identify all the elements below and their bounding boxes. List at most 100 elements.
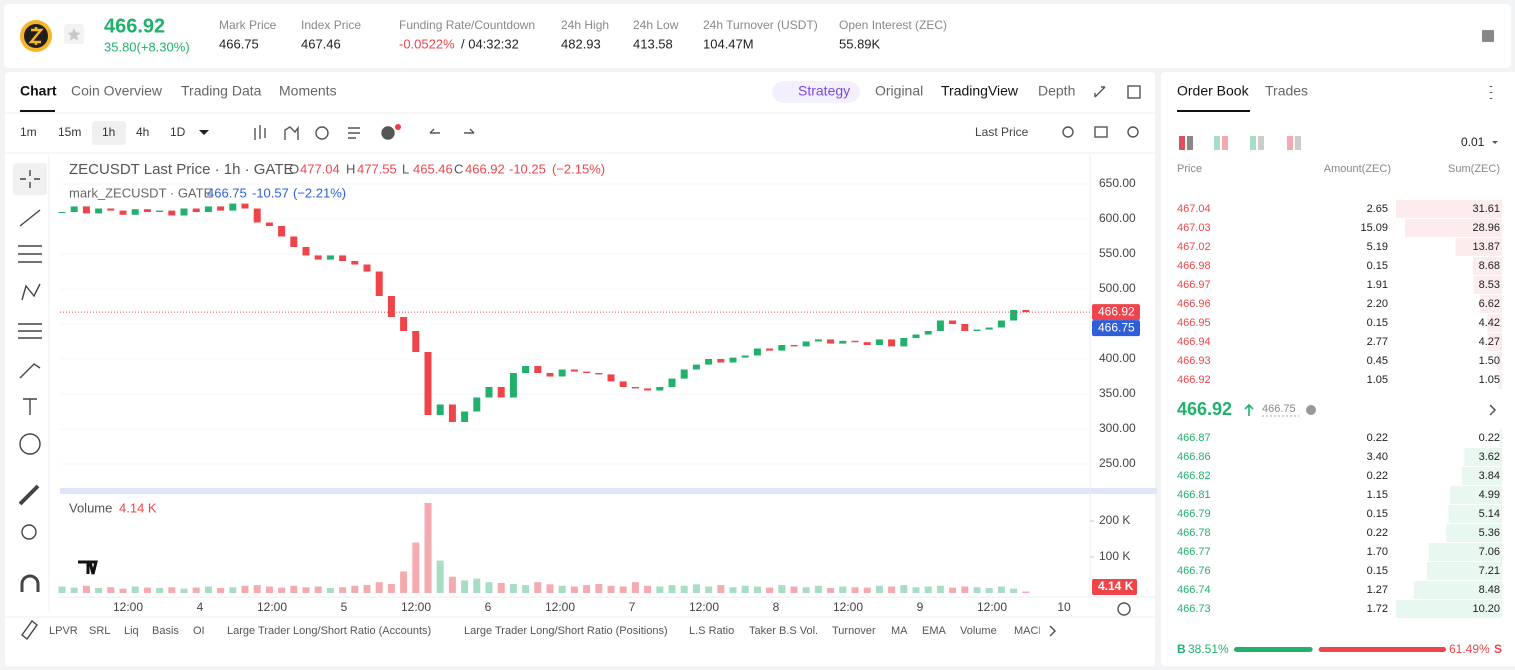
- order-sum: 3.62: [1479, 451, 1500, 463]
- template-icon[interactable]: [348, 127, 360, 139]
- stat-value: -0.0522%: [399, 36, 455, 51]
- pattern-tool[interactable]: [21, 283, 41, 301]
- text-tool[interactable]: [23, 398, 37, 415]
- ruler-tool[interactable]: [18, 484, 40, 506]
- chevron[interactable]: [1489, 404, 1497, 416]
- tab[interactable]: Moments: [279, 83, 337, 99]
- volume-bar: [82, 585, 90, 593]
- interval[interactable]: 4h: [136, 125, 149, 139]
- candle: [741, 355, 749, 358]
- indicator[interactable]: L.S Ratio: [689, 625, 734, 637]
- view-tab[interactable]: Strategy: [798, 83, 850, 99]
- view-tab[interactable]: TradingView: [941, 83, 1019, 99]
- indicator[interactable]: OI: [193, 625, 205, 637]
- price-type[interactable]: Last Price: [975, 125, 1029, 139]
- y-tick-label: 250.00: [1099, 456, 1136, 470]
- candle: [290, 236, 298, 247]
- indicator[interactable]: Volume: [960, 625, 997, 637]
- dropdown-arrow: [1492, 141, 1498, 144]
- volume-bar: [412, 542, 420, 593]
- stat-value: 467.46: [301, 36, 341, 51]
- brush-tool[interactable]: [19, 363, 41, 379]
- indicator[interactable]: MA: [891, 625, 908, 637]
- interval[interactable]: 1h: [102, 125, 115, 139]
- price-tag: [1092, 304, 1140, 321]
- mode-icon[interactable]: [1250, 136, 1256, 150]
- candle: [900, 338, 908, 347]
- settings-icon[interactable]: [1127, 126, 1139, 138]
- emoji-tool[interactable]: [19, 433, 41, 455]
- line-tool[interactable]: [19, 209, 41, 227]
- tab[interactable]: Order Book: [1177, 83, 1250, 99]
- candle: [875, 339, 883, 345]
- mode-icon[interactable]: [1222, 136, 1228, 150]
- eraser-tool[interactable]: [21, 619, 38, 641]
- add-icon[interactable]: [381, 126, 395, 140]
- tab[interactable]: Coin Overview: [71, 83, 163, 99]
- indicator[interactable]: Taker B.S Vol.: [749, 625, 818, 637]
- candle-icon[interactable]: [254, 125, 266, 140]
- volume-bar: [766, 587, 774, 593]
- order-amount: 2.20: [1367, 298, 1388, 310]
- order-price: 466.93: [1177, 355, 1211, 367]
- candle: [326, 255, 334, 260]
- mode-icon[interactable]: [1214, 136, 1220, 150]
- projection-tool[interactable]: [18, 323, 42, 339]
- tab[interactable]: Trading Data: [181, 83, 262, 99]
- magnet-tool[interactable]: [20, 574, 40, 592]
- replay-icon[interactable]: [315, 126, 329, 140]
- fullscreen-icon[interactable]: [1094, 86, 1106, 98]
- view-tab[interactable]: Original: [875, 83, 923, 99]
- tv-logo: [78, 560, 98, 575]
- indicator[interactable]: Large Trader Long/Short Ratio (Accounts): [227, 625, 431, 637]
- interval[interactable]: 1D: [170, 125, 186, 139]
- active-tool[interactable]: [13, 163, 47, 195]
- tab[interactable]: Chart: [20, 83, 57, 99]
- tab[interactable]: Trades: [1265, 83, 1308, 99]
- mode-icon[interactable]: [1258, 136, 1264, 150]
- crosshair-tool[interactable]: [20, 170, 40, 188]
- interval[interactable]: 15m: [58, 125, 81, 139]
- precision[interactable]: 0.01: [1461, 135, 1485, 149]
- star-icon: [67, 28, 81, 41]
- indicator[interactable]: Turnover: [832, 625, 876, 637]
- fib-tool[interactable]: [18, 245, 42, 263]
- zoom-tool[interactable]: [21, 524, 37, 540]
- mode-icon[interactable]: [1287, 136, 1293, 150]
- interval[interactable]: 1m: [20, 125, 37, 139]
- notes-icon[interactable]: [1482, 30, 1494, 42]
- order-amount: 1.72: [1367, 603, 1388, 615]
- settings-icon[interactable]: [1117, 602, 1131, 616]
- candle: [936, 320, 944, 331]
- candle: [119, 210, 127, 215]
- order-price: 466.77: [1177, 546, 1211, 558]
- volume-bar: [302, 587, 310, 593]
- indicator[interactable]: SRL: [89, 625, 110, 637]
- order-price: 466.95: [1177, 317, 1211, 329]
- order-price: 466.86: [1177, 451, 1211, 463]
- indicator[interactable]: Liq: [124, 625, 139, 637]
- order-price: 466.94: [1177, 336, 1211, 348]
- indicator[interactable]: EMA: [922, 625, 947, 637]
- volume-bar: [522, 585, 530, 593]
- search-icon[interactable]: [1062, 126, 1074, 138]
- strategy-pill[interactable]: [772, 81, 860, 103]
- indicator[interactable]: Large Trader Long/Short Ratio (Positions…: [464, 625, 668, 637]
- indicator[interactable]: MACD: [1014, 625, 1046, 637]
- indicator[interactable]: LPVR: [49, 625, 78, 637]
- view-tab[interactable]: Depth: [1038, 83, 1075, 99]
- indicator[interactable]: Basis: [152, 625, 179, 637]
- window-icon[interactable]: [1127, 85, 1141, 99]
- mode-icon[interactable]: [1295, 136, 1301, 150]
- indicator-icon[interactable]: [284, 125, 299, 140]
- mode-icon[interactable]: [1179, 136, 1185, 150]
- order-sum: 6.62: [1479, 298, 1500, 310]
- camera-icon[interactable]: [1094, 126, 1108, 138]
- candle: [363, 264, 371, 272]
- candle: [753, 348, 761, 356]
- order-amount: 1.05: [1367, 374, 1388, 386]
- mode-icon[interactable]: [1187, 136, 1193, 150]
- undo-redo-icons[interactable]: [429, 128, 475, 134]
- candle: [595, 373, 603, 375]
- scroll-arrow[interactable]: [1049, 625, 1057, 637]
